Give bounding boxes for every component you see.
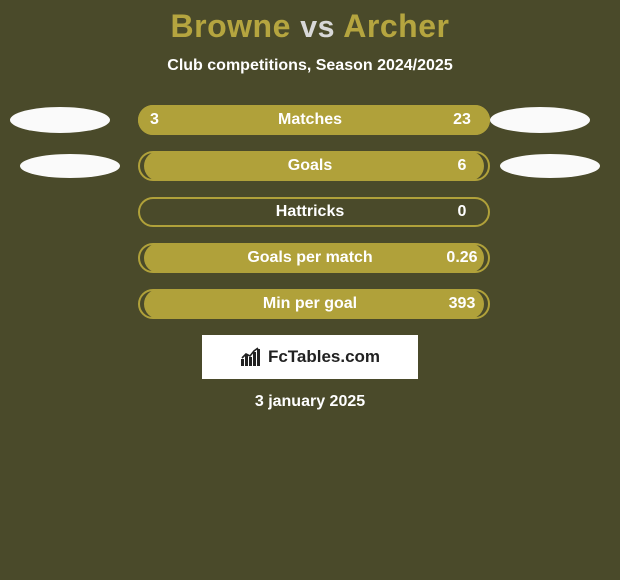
comparison-title: Browne vs Archer [0,0,620,45]
chart-icon [240,347,262,367]
stat-right-value: 6 [458,157,467,175]
footer-brand-text: FcTables.com [268,347,380,367]
stat-row: 6 Goals [0,151,620,181]
stat-right-value: 393 [449,295,476,313]
stat-row: 393 Min per goal [0,289,620,319]
right-indicator-ellipse [500,154,600,178]
stat-row: 0.26 Goals per match [0,243,620,273]
date-text: 3 january 2025 [0,393,620,411]
stat-left-value: 3 [150,111,159,129]
right-indicator-ellipse [490,107,590,133]
stat-row: 3 23 Matches [0,105,620,135]
player2-name: Archer [343,8,449,44]
left-indicator-ellipse [10,107,110,133]
stat-label: Goals per match [247,249,372,267]
stat-label: Goals [288,157,332,175]
vs-text: vs [300,10,335,44]
left-indicator-ellipse [20,154,120,178]
stat-label: Hattricks [276,203,344,221]
stat-right-value: 0.26 [446,249,477,267]
stat-label: Matches [278,111,342,129]
stat-right-value: 23 [453,111,471,129]
subtitle: Club competitions, Season 2024/2025 [0,57,620,75]
footer-brand-box: FcTables.com [202,335,418,379]
stat-label: Min per goal [263,295,357,313]
stat-right-value: 0 [458,203,467,221]
stats-container: 3 23 Matches 6 Goals 0 Hattricks 0.26 Goals per … [0,105,620,319]
stat-row: 0 Hattricks [0,197,620,227]
player1-name: Browne [171,8,291,44]
